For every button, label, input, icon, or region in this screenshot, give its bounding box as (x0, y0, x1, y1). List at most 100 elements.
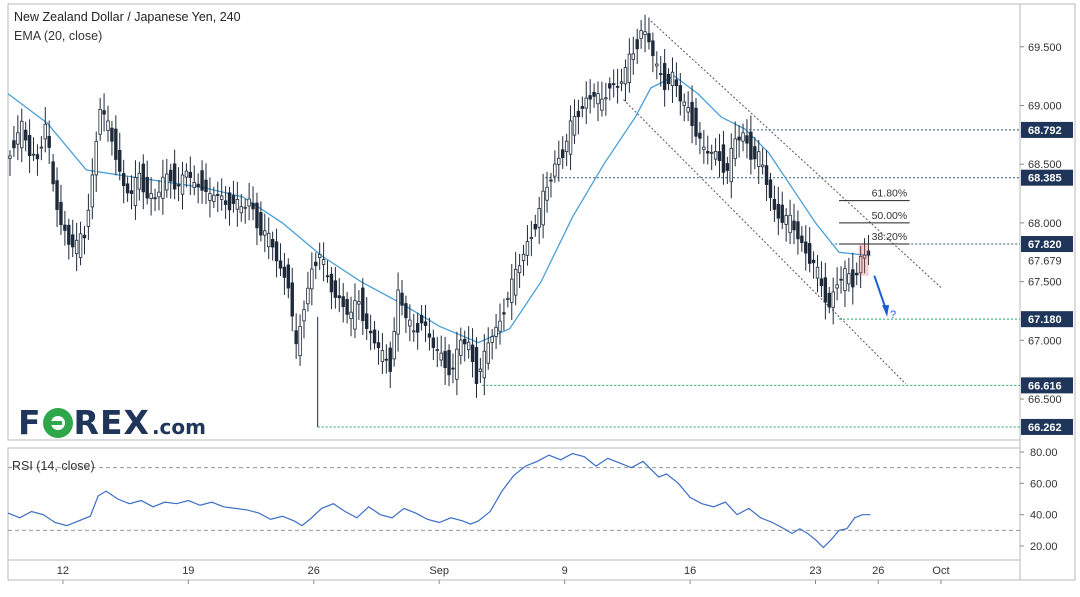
candle-body (608, 83, 612, 89)
candle-body (600, 98, 604, 111)
candle-body (561, 149, 565, 158)
candle-body (494, 326, 498, 337)
candle-body (149, 193, 153, 199)
price-tick-label: 67.500 (1028, 277, 1062, 289)
candle-body (506, 297, 510, 301)
candle-body (314, 261, 318, 267)
candle-body (384, 358, 389, 361)
candle-body (114, 128, 118, 160)
price-level-label: 68.792 (1028, 125, 1062, 137)
candle-body (176, 184, 181, 187)
candle-body (827, 292, 831, 308)
channel-upper-line (650, 20, 942, 288)
candle-body (380, 350, 385, 362)
candle-body (278, 260, 283, 269)
price-tick-label: 67.000 (1028, 335, 1062, 347)
candle-body (698, 132, 702, 139)
candle-body (376, 342, 381, 349)
projection-question-mark: ? (890, 309, 896, 321)
fib-level-label: 61.80% (872, 188, 908, 200)
rsi-tick-label: 20.00 (1030, 541, 1058, 553)
candle-body (811, 259, 816, 264)
candle-body (694, 107, 698, 137)
price-level-tag (1021, 236, 1073, 253)
candle-body (125, 183, 130, 194)
candle-body (588, 95, 592, 100)
candle-body (294, 330, 298, 345)
candle-body (764, 165, 769, 185)
price-tick-label: 68.500 (1028, 159, 1062, 171)
candle-body (768, 179, 773, 199)
candle-body (345, 298, 349, 315)
candle-body (231, 195, 236, 204)
candle-body (184, 170, 189, 178)
candle-body (157, 191, 161, 198)
candle-body (270, 239, 275, 248)
candle-body (745, 135, 749, 144)
time-tick-label: 19 (182, 565, 194, 577)
candle-body (557, 157, 561, 165)
candle-body (12, 140, 16, 149)
candle-body (831, 291, 835, 308)
price-tick-label: 69.500 (1028, 42, 1062, 54)
candle-body (118, 149, 122, 172)
candle-body (404, 303, 408, 319)
logo-tld: .com (151, 415, 206, 439)
candle-body (780, 204, 784, 223)
ema-line (7, 75, 871, 344)
rsi-indicator-label: RSI (14, close) (12, 459, 95, 473)
candle-body (212, 194, 216, 202)
logo-o-mark (42, 408, 73, 438)
candle-body (470, 344, 475, 362)
candle-body (27, 134, 32, 157)
candle-body (180, 174, 185, 195)
candle-body (721, 144, 726, 173)
candle-body (274, 241, 279, 262)
candle-body (333, 280, 338, 298)
candle-body (459, 339, 463, 356)
candle-body (208, 193, 212, 201)
candle-body (90, 174, 95, 208)
candle-body (529, 237, 534, 240)
candle-body (537, 208, 541, 228)
candle-body (51, 161, 55, 185)
candle-body (796, 221, 800, 240)
candle-body (706, 150, 710, 154)
fib-level-label: 38.20% (872, 231, 908, 243)
rsi-tick-label: 40.00 (1030, 510, 1058, 522)
candle-body (361, 287, 365, 321)
candle-body (627, 53, 632, 83)
rsi-tick-label: 80.00 (1030, 447, 1058, 459)
candle-body (204, 179, 208, 192)
price-level-tag (1021, 169, 1073, 186)
candle-body (165, 173, 169, 191)
candle-body (725, 163, 730, 171)
candle-body (757, 151, 761, 167)
candle-body (145, 176, 149, 199)
candle-body (419, 315, 424, 324)
candle-body (572, 116, 577, 136)
candle-body (804, 241, 808, 254)
logo-suffix: REX (73, 403, 150, 442)
candle-body (760, 164, 765, 168)
price-axis-border (1019, 3, 1076, 581)
candle-body (82, 234, 87, 239)
candle-body (102, 110, 106, 115)
projection-arrow-head (882, 305, 890, 317)
candle-body (137, 172, 142, 190)
candle-body (400, 292, 404, 306)
candle-body (498, 320, 502, 332)
candle-body (310, 268, 314, 290)
candle-body (357, 301, 361, 305)
candle-body (219, 195, 224, 200)
candle-body (8, 155, 12, 159)
candle-body (455, 348, 459, 380)
candle-body (772, 198, 777, 210)
candle-body (815, 266, 820, 279)
price-level-label: 66.616 (1028, 380, 1062, 392)
candle-body (788, 214, 792, 234)
candle-body (823, 277, 828, 303)
candle-body (372, 329, 377, 344)
